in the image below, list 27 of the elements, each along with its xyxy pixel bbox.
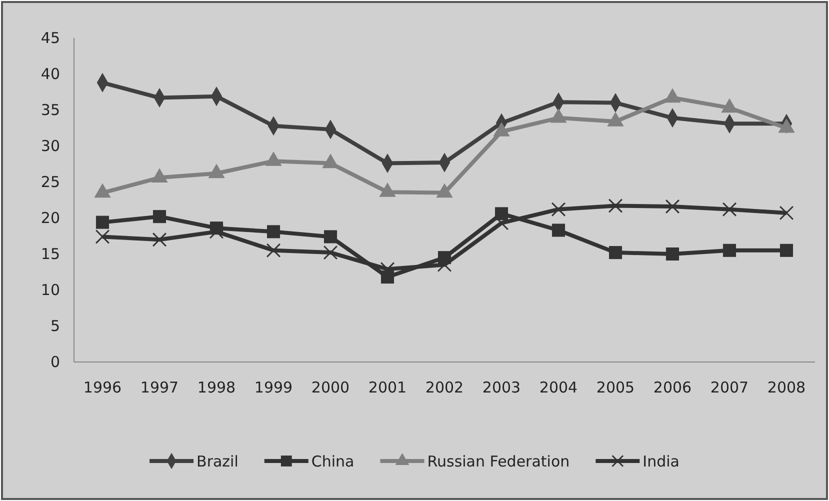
y-tick-label: 0 [50, 352, 60, 371]
y-tick-label: 40 [40, 64, 60, 83]
x-tick-label: 1997 [140, 378, 179, 397]
x-tick-label: 2001 [368, 378, 407, 397]
x-tick-label: 2003 [482, 378, 521, 397]
legend-label: China [311, 452, 354, 470]
y-tick-label: 15 [40, 244, 60, 263]
y-tick-label: 10 [40, 280, 60, 299]
y-tick-label: 35 [40, 100, 60, 119]
y-tick-label: 20 [40, 208, 60, 227]
legend-label: Brazil [196, 452, 238, 470]
x-tick-label: 1996 [83, 378, 122, 397]
x-tick-label: 2007 [710, 378, 749, 397]
x-tick-label: 2005 [596, 378, 635, 397]
x-tick-label: 2000 [311, 378, 350, 397]
x-tick-label: 1999 [254, 378, 293, 397]
x-tick-label: 2008 [767, 378, 806, 397]
x-tick-label: 2004 [539, 378, 578, 397]
y-tick-label: 30 [40, 136, 60, 155]
legend-label: Russian Federation [427, 452, 570, 470]
legend-label: India [642, 452, 680, 470]
y-tick-label: 25 [40, 172, 60, 191]
y-tick-label: 5 [50, 316, 60, 335]
x-tick-label: 2002 [425, 378, 464, 397]
y-tick-label: 45 [40, 28, 60, 47]
x-tick-label: 2006 [653, 378, 692, 397]
x-tick-label: 1998 [197, 378, 236, 397]
